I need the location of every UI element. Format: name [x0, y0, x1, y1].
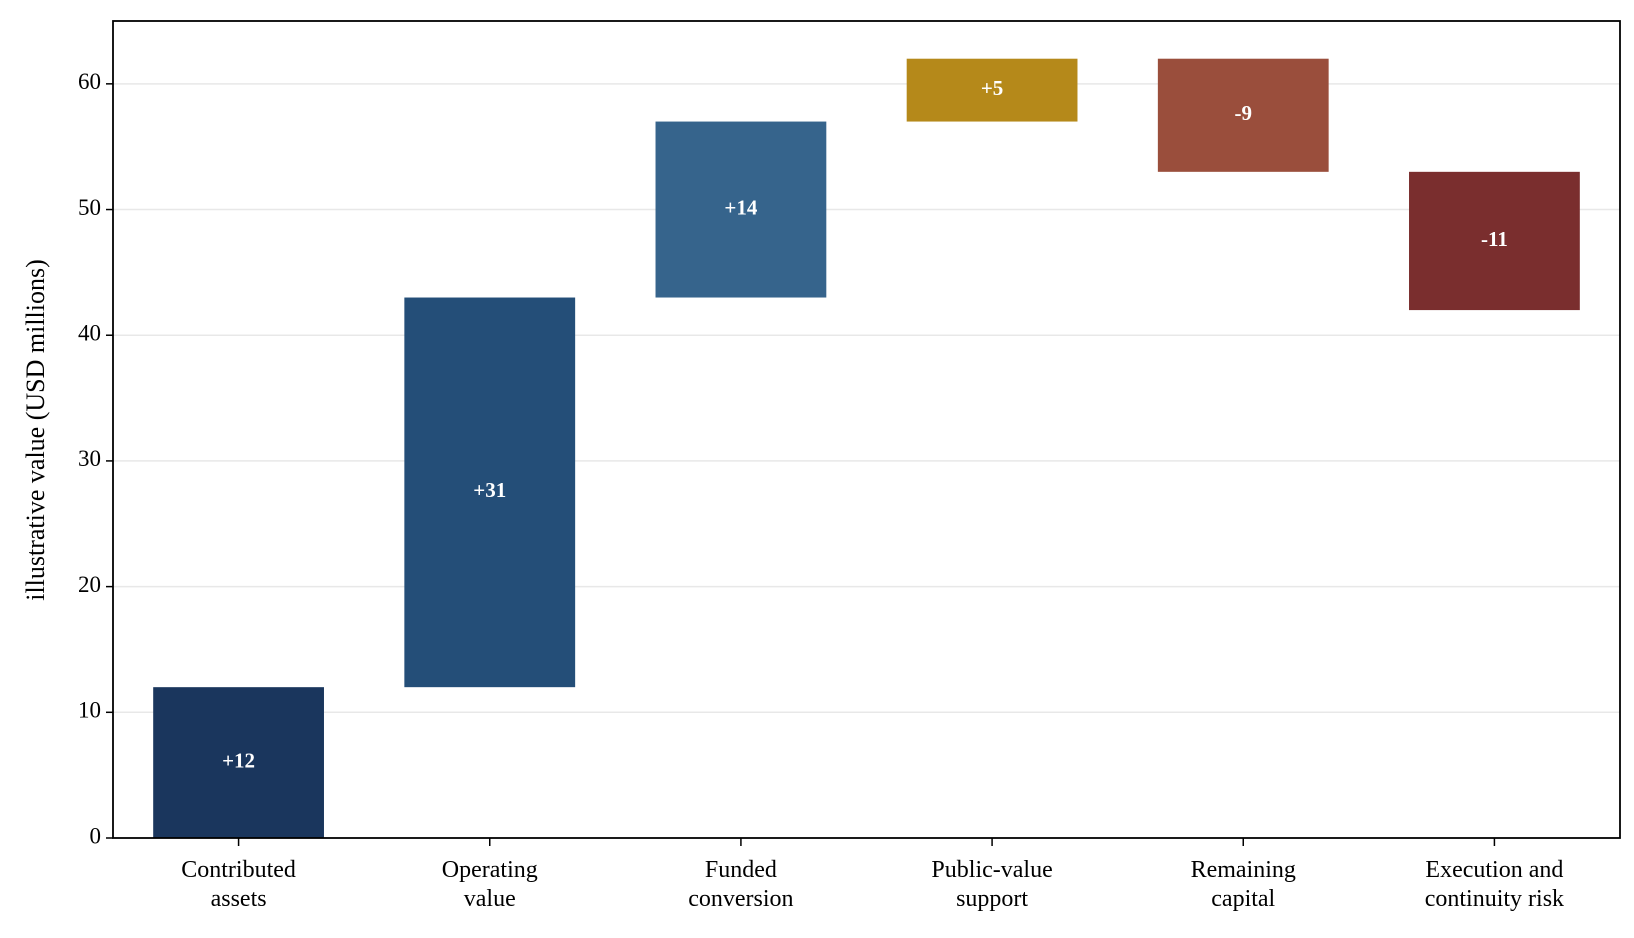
y-tick-label: 40 [78, 321, 101, 346]
value-label: +5 [981, 76, 1003, 100]
y-axis-label: illustrative value (USD millions) [21, 259, 50, 601]
value-label: -9 [1235, 101, 1253, 125]
x-tick-label: Contributed assets [181, 857, 296, 912]
x-tick-label: Remaining capital [1190, 857, 1296, 912]
x-tick-label: Public-value support [931, 857, 1053, 912]
bar [1409, 171, 1580, 311]
value-label: +14 [724, 195, 757, 219]
value-label: +31 [473, 478, 506, 502]
bar [655, 121, 827, 298]
y-tick-label: 10 [78, 698, 101, 723]
bar [906, 58, 1078, 122]
x-tick-label: Funded conversion [688, 857, 794, 912]
x-tick-label: Operating value [441, 857, 538, 912]
bar [1157, 58, 1329, 172]
y-tick-label: 0 [90, 823, 102, 848]
value-label: -11 [1481, 227, 1508, 251]
y-tick-label: 60 [78, 69, 101, 94]
y-tick-label: 30 [78, 446, 101, 471]
y-tick-label: 50 [78, 195, 101, 220]
y-tick-label: 20 [78, 572, 101, 597]
bar [153, 687, 324, 838]
x-tick-label: Execution and continuity risk [1424, 857, 1565, 912]
bar [404, 297, 576, 688]
plot-frame [112, 20, 1621, 839]
value-label: +12 [222, 748, 255, 772]
